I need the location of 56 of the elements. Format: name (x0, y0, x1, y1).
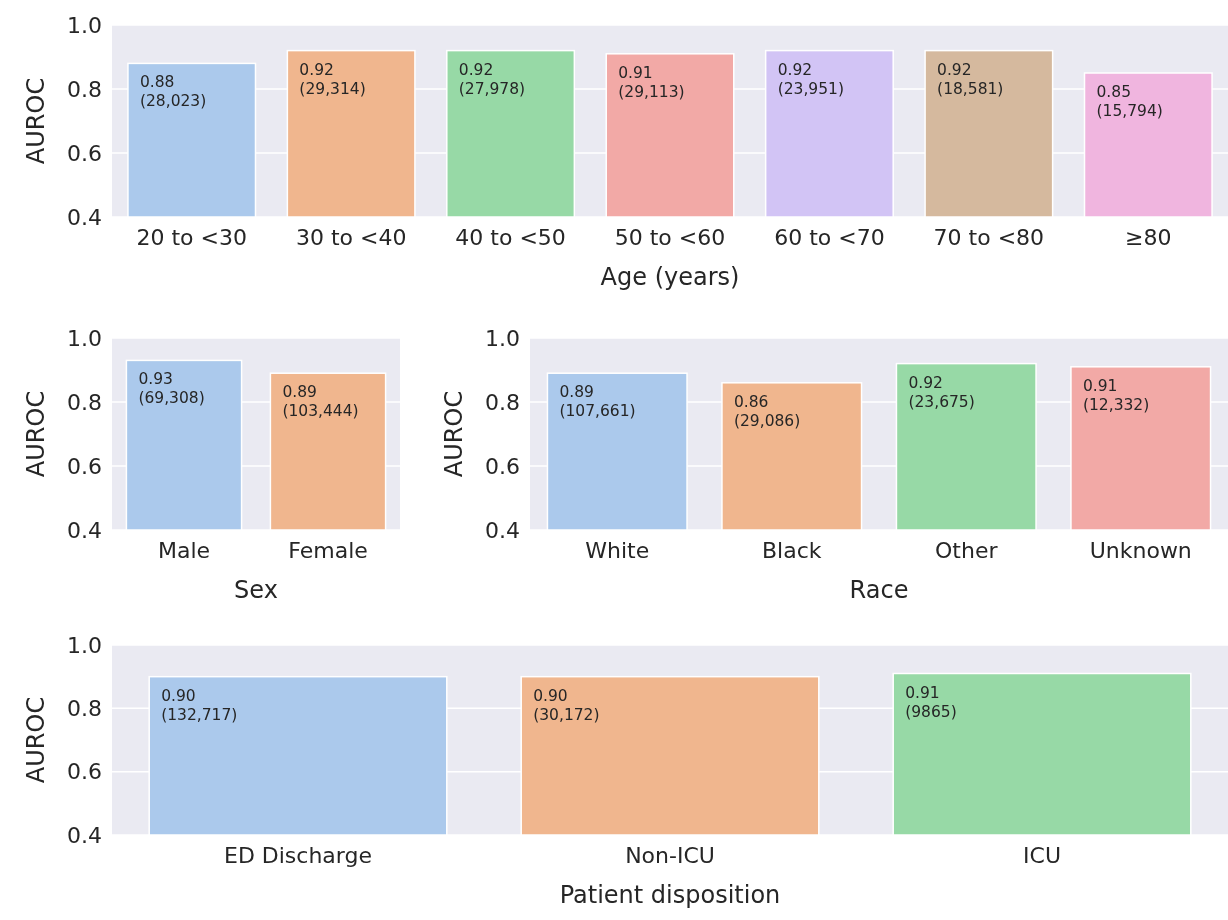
x-tick-label: ICU (1023, 842, 1061, 868)
x-tick-label: Non-ICU (625, 842, 715, 868)
data-label: 0.92 (23,951) (777, 60, 844, 98)
data-label: 0.89 (107,661) (559, 383, 636, 421)
data-label: 0.88 (28,023) (139, 73, 207, 111)
y-tick-label: 0.4 (485, 517, 520, 543)
data-label: 0.91 (29,113) (618, 63, 685, 101)
x-tick-label: 40 to <50 (455, 224, 566, 250)
data-label: 0.85 (15,794) (1096, 83, 1163, 120)
y-tick-label: 0.8 (67, 695, 102, 721)
y-tick-label: 0.6 (67, 759, 102, 785)
data-label: 0.92 (18,581) (937, 60, 1004, 98)
x-tick-label: Other (935, 537, 999, 563)
y-tick-label: 0.4 (67, 517, 102, 543)
x-tick-label: 60 to <70 (774, 224, 885, 250)
x-tick-label: 20 to <30 (136, 224, 247, 250)
y-tick-label: 0.4 (67, 204, 102, 230)
y-tick-label: 1.0 (485, 325, 520, 351)
x-tick-label: Unknown (1089, 537, 1192, 563)
y-tick-label: 1.0 (67, 632, 102, 658)
x-tick-label: 50 to <60 (614, 224, 726, 250)
y-tick-label: 0.4 (67, 822, 102, 848)
x-axis-title: Sex (234, 576, 278, 604)
data-label: 0.93 (69,308) (138, 370, 205, 408)
data-label: 0.92 (23,675) (908, 373, 975, 411)
y-tick-label: 1.0 (67, 325, 102, 351)
y-axis-title: AUROC (22, 696, 51, 784)
x-tick-label: Black (761, 537, 822, 563)
data-label: 0.90 (30,172) (533, 686, 600, 724)
y-tick-label: 0.6 (67, 140, 102, 166)
y-axis-title: AUROC (22, 77, 51, 165)
y-tick-label: 0.8 (67, 389, 102, 415)
data-label: 0.89 (103,444) (282, 383, 359, 421)
y-axis-title: AUROC (440, 390, 469, 478)
data-label: 0.90 (132,717) (161, 686, 238, 724)
y-axis-title: AUROC (22, 390, 51, 478)
x-tick-label: ≥80 (1125, 224, 1172, 250)
x-tick-label: 30 to <40 (295, 224, 407, 250)
data-label: 0.91 (9865) (905, 683, 957, 721)
data-label: 0.86 (29,086) (733, 392, 801, 430)
x-tick-label: Female (288, 537, 368, 563)
data-label: 0.92 (29,314) (299, 60, 366, 98)
x-tick-label: 70 to <80 (933, 224, 1045, 250)
y-tick-label: 0.6 (485, 453, 520, 479)
x-axis-title: Patient disposition (559, 881, 781, 909)
x-tick-label: ED Discharge (223, 842, 373, 868)
y-tick-label: 0.8 (67, 76, 102, 102)
x-axis-title: Race (849, 576, 909, 604)
y-tick-label: 0.8 (485, 389, 520, 415)
x-tick-label: Male (157, 537, 211, 563)
x-tick-label: White (585, 537, 650, 563)
data-label: 0.91 (12,332) (1082, 376, 1150, 414)
y-tick-label: 1.0 (67, 12, 102, 38)
y-tick-label: 0.6 (67, 453, 102, 479)
data-label: 0.92 (27,978) (458, 60, 526, 98)
x-axis-title: Age (years) (600, 263, 740, 291)
